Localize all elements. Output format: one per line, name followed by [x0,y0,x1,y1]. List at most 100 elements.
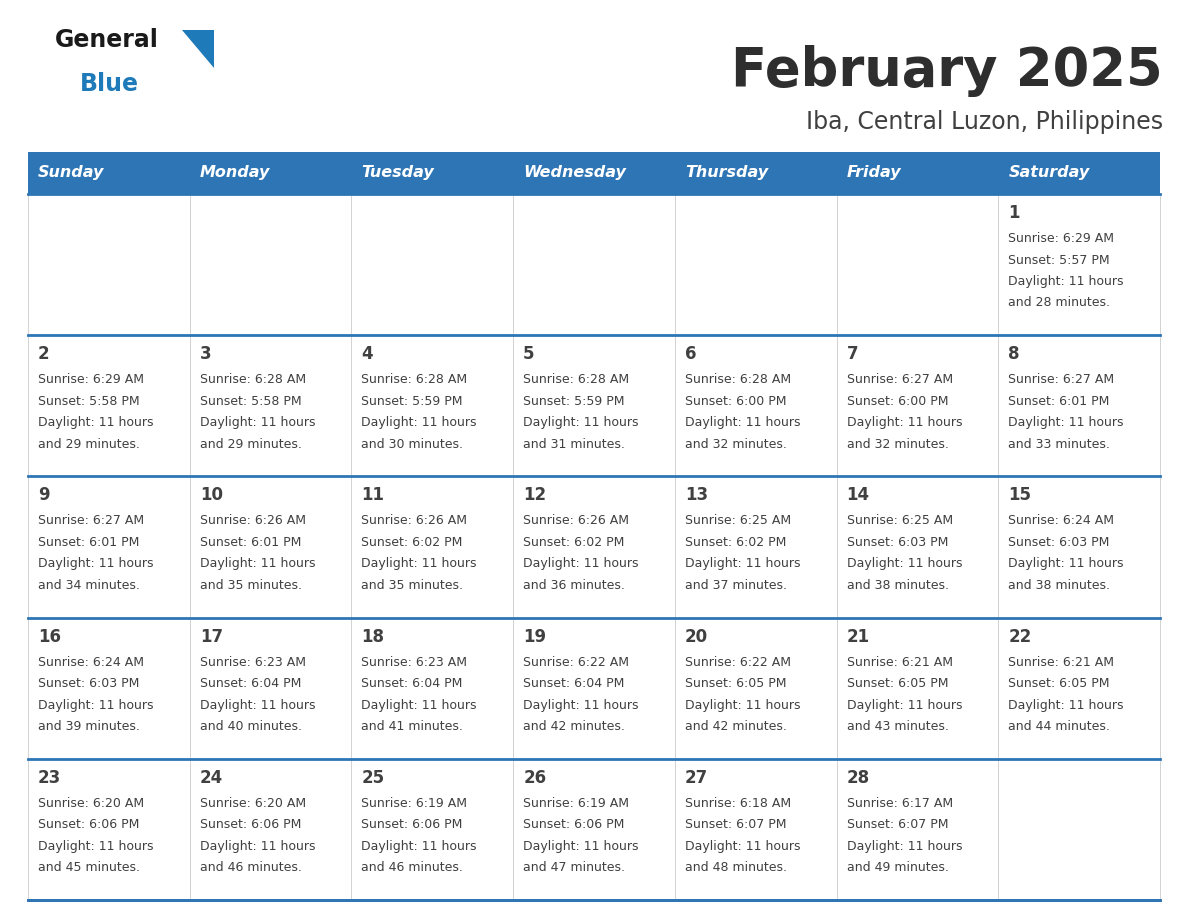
Text: Blue: Blue [80,72,139,96]
Bar [836,152,998,194]
Text: Daylight: 11 hours: Daylight: 11 hours [684,840,801,853]
Text: 21: 21 [847,628,870,645]
Text: Sunset: 6:07 PM: Sunset: 6:07 PM [684,818,786,832]
Text: February 2025: February 2025 [732,45,1163,97]
Text: Sunset: 5:59 PM: Sunset: 5:59 PM [361,395,463,408]
Text: and 28 minutes.: and 28 minutes. [1009,297,1111,309]
Text: Daylight: 11 hours: Daylight: 11 hours [38,840,153,853]
Text: Sunrise: 6:22 AM: Sunrise: 6:22 AM [523,655,630,668]
Text: Sunset: 6:06 PM: Sunset: 6:06 PM [200,818,301,832]
Bar [190,335,352,476]
Text: Sunrise: 6:26 AM: Sunrise: 6:26 AM [523,514,630,528]
Text: Sunset: 6:02 PM: Sunset: 6:02 PM [361,536,463,549]
Polygon shape [182,30,214,68]
Text: Sunset: 6:01 PM: Sunset: 6:01 PM [1009,395,1110,408]
Text: Daylight: 11 hours: Daylight: 11 hours [38,699,153,711]
Bar [675,476,836,618]
Text: and 29 minutes.: and 29 minutes. [38,438,140,451]
Text: and 40 minutes.: and 40 minutes. [200,720,302,733]
Text: Sunrise: 6:17 AM: Sunrise: 6:17 AM [847,797,953,810]
Text: Daylight: 11 hours: Daylight: 11 hours [200,840,315,853]
Bar [836,618,998,759]
Text: and 39 minutes.: and 39 minutes. [38,720,140,733]
Text: 4: 4 [361,345,373,364]
Text: Daylight: 11 hours: Daylight: 11 hours [200,557,315,570]
Text: and 43 minutes.: and 43 minutes. [847,720,948,733]
Text: 24: 24 [200,768,223,787]
Text: Sunrise: 6:28 AM: Sunrise: 6:28 AM [523,374,630,386]
Text: Sunrise: 6:28 AM: Sunrise: 6:28 AM [684,374,791,386]
Bar [29,476,190,618]
Bar [190,476,352,618]
Text: Daylight: 11 hours: Daylight: 11 hours [847,557,962,570]
Bar [513,759,675,900]
Text: Sunset: 6:01 PM: Sunset: 6:01 PM [38,536,139,549]
Text: Sunset: 6:06 PM: Sunset: 6:06 PM [361,818,463,832]
Bar [675,152,836,194]
Bar [29,194,190,335]
Text: Daylight: 11 hours: Daylight: 11 hours [361,416,476,430]
Bar [190,194,352,335]
Text: Sunset: 6:06 PM: Sunset: 6:06 PM [38,818,139,832]
Bar [352,335,513,476]
Text: and 38 minutes.: and 38 minutes. [847,579,948,592]
Text: and 41 minutes.: and 41 minutes. [361,720,463,733]
Bar [29,759,190,900]
Text: Daylight: 11 hours: Daylight: 11 hours [523,416,639,430]
Text: Sunrise: 6:27 AM: Sunrise: 6:27 AM [1009,374,1114,386]
Text: Sunrise: 6:26 AM: Sunrise: 6:26 AM [200,514,305,528]
Text: Daylight: 11 hours: Daylight: 11 hours [38,557,153,570]
Text: and 44 minutes.: and 44 minutes. [1009,720,1110,733]
Text: Iba, Central Luzon, Philippines: Iba, Central Luzon, Philippines [805,110,1163,134]
Text: and 46 minutes.: and 46 minutes. [361,861,463,874]
Text: and 46 minutes.: and 46 minutes. [200,861,302,874]
Bar [998,618,1159,759]
Text: Daylight: 11 hours: Daylight: 11 hours [523,557,639,570]
Text: Sunrise: 6:19 AM: Sunrise: 6:19 AM [361,797,467,810]
Text: and 32 minutes.: and 32 minutes. [684,438,786,451]
Text: Daylight: 11 hours: Daylight: 11 hours [523,840,639,853]
Text: Sunset: 6:04 PM: Sunset: 6:04 PM [361,677,463,690]
Text: Sunrise: 6:20 AM: Sunrise: 6:20 AM [200,797,305,810]
Text: 2: 2 [38,345,50,364]
Text: Daylight: 11 hours: Daylight: 11 hours [684,557,801,570]
Text: and 37 minutes.: and 37 minutes. [684,579,786,592]
Bar [836,759,998,900]
Bar [513,335,675,476]
Bar [513,618,675,759]
Text: 27: 27 [684,768,708,787]
Text: Sunrise: 6:29 AM: Sunrise: 6:29 AM [38,374,144,386]
Text: Daylight: 11 hours: Daylight: 11 hours [1009,416,1124,430]
Text: Daylight: 11 hours: Daylight: 11 hours [1009,275,1124,288]
Bar [352,476,513,618]
Text: 13: 13 [684,487,708,504]
Bar [29,618,190,759]
Bar [190,759,352,900]
Text: Sunrise: 6:24 AM: Sunrise: 6:24 AM [1009,514,1114,528]
Bar [190,152,352,194]
Text: Sunrise: 6:27 AM: Sunrise: 6:27 AM [38,514,144,528]
Text: 25: 25 [361,768,385,787]
Text: and 30 minutes.: and 30 minutes. [361,438,463,451]
Text: Sunrise: 6:20 AM: Sunrise: 6:20 AM [38,797,144,810]
Text: 8: 8 [1009,345,1019,364]
Text: Daylight: 11 hours: Daylight: 11 hours [847,416,962,430]
Bar [675,618,836,759]
Text: 16: 16 [38,628,61,645]
Text: Sunrise: 6:18 AM: Sunrise: 6:18 AM [684,797,791,810]
Text: Sunset: 6:05 PM: Sunset: 6:05 PM [847,677,948,690]
Text: 10: 10 [200,487,222,504]
Text: 9: 9 [38,487,50,504]
Bar [513,476,675,618]
Bar [513,152,675,194]
Text: and 38 minutes.: and 38 minutes. [1009,579,1111,592]
Text: Friday: Friday [847,165,902,181]
Bar [29,335,190,476]
Bar [29,152,190,194]
Text: Daylight: 11 hours: Daylight: 11 hours [200,416,315,430]
Text: Sunset: 6:03 PM: Sunset: 6:03 PM [38,677,139,690]
Bar [352,618,513,759]
Bar [352,759,513,900]
Text: and 29 minutes.: and 29 minutes. [200,438,302,451]
Text: Sunset: 6:05 PM: Sunset: 6:05 PM [1009,677,1110,690]
